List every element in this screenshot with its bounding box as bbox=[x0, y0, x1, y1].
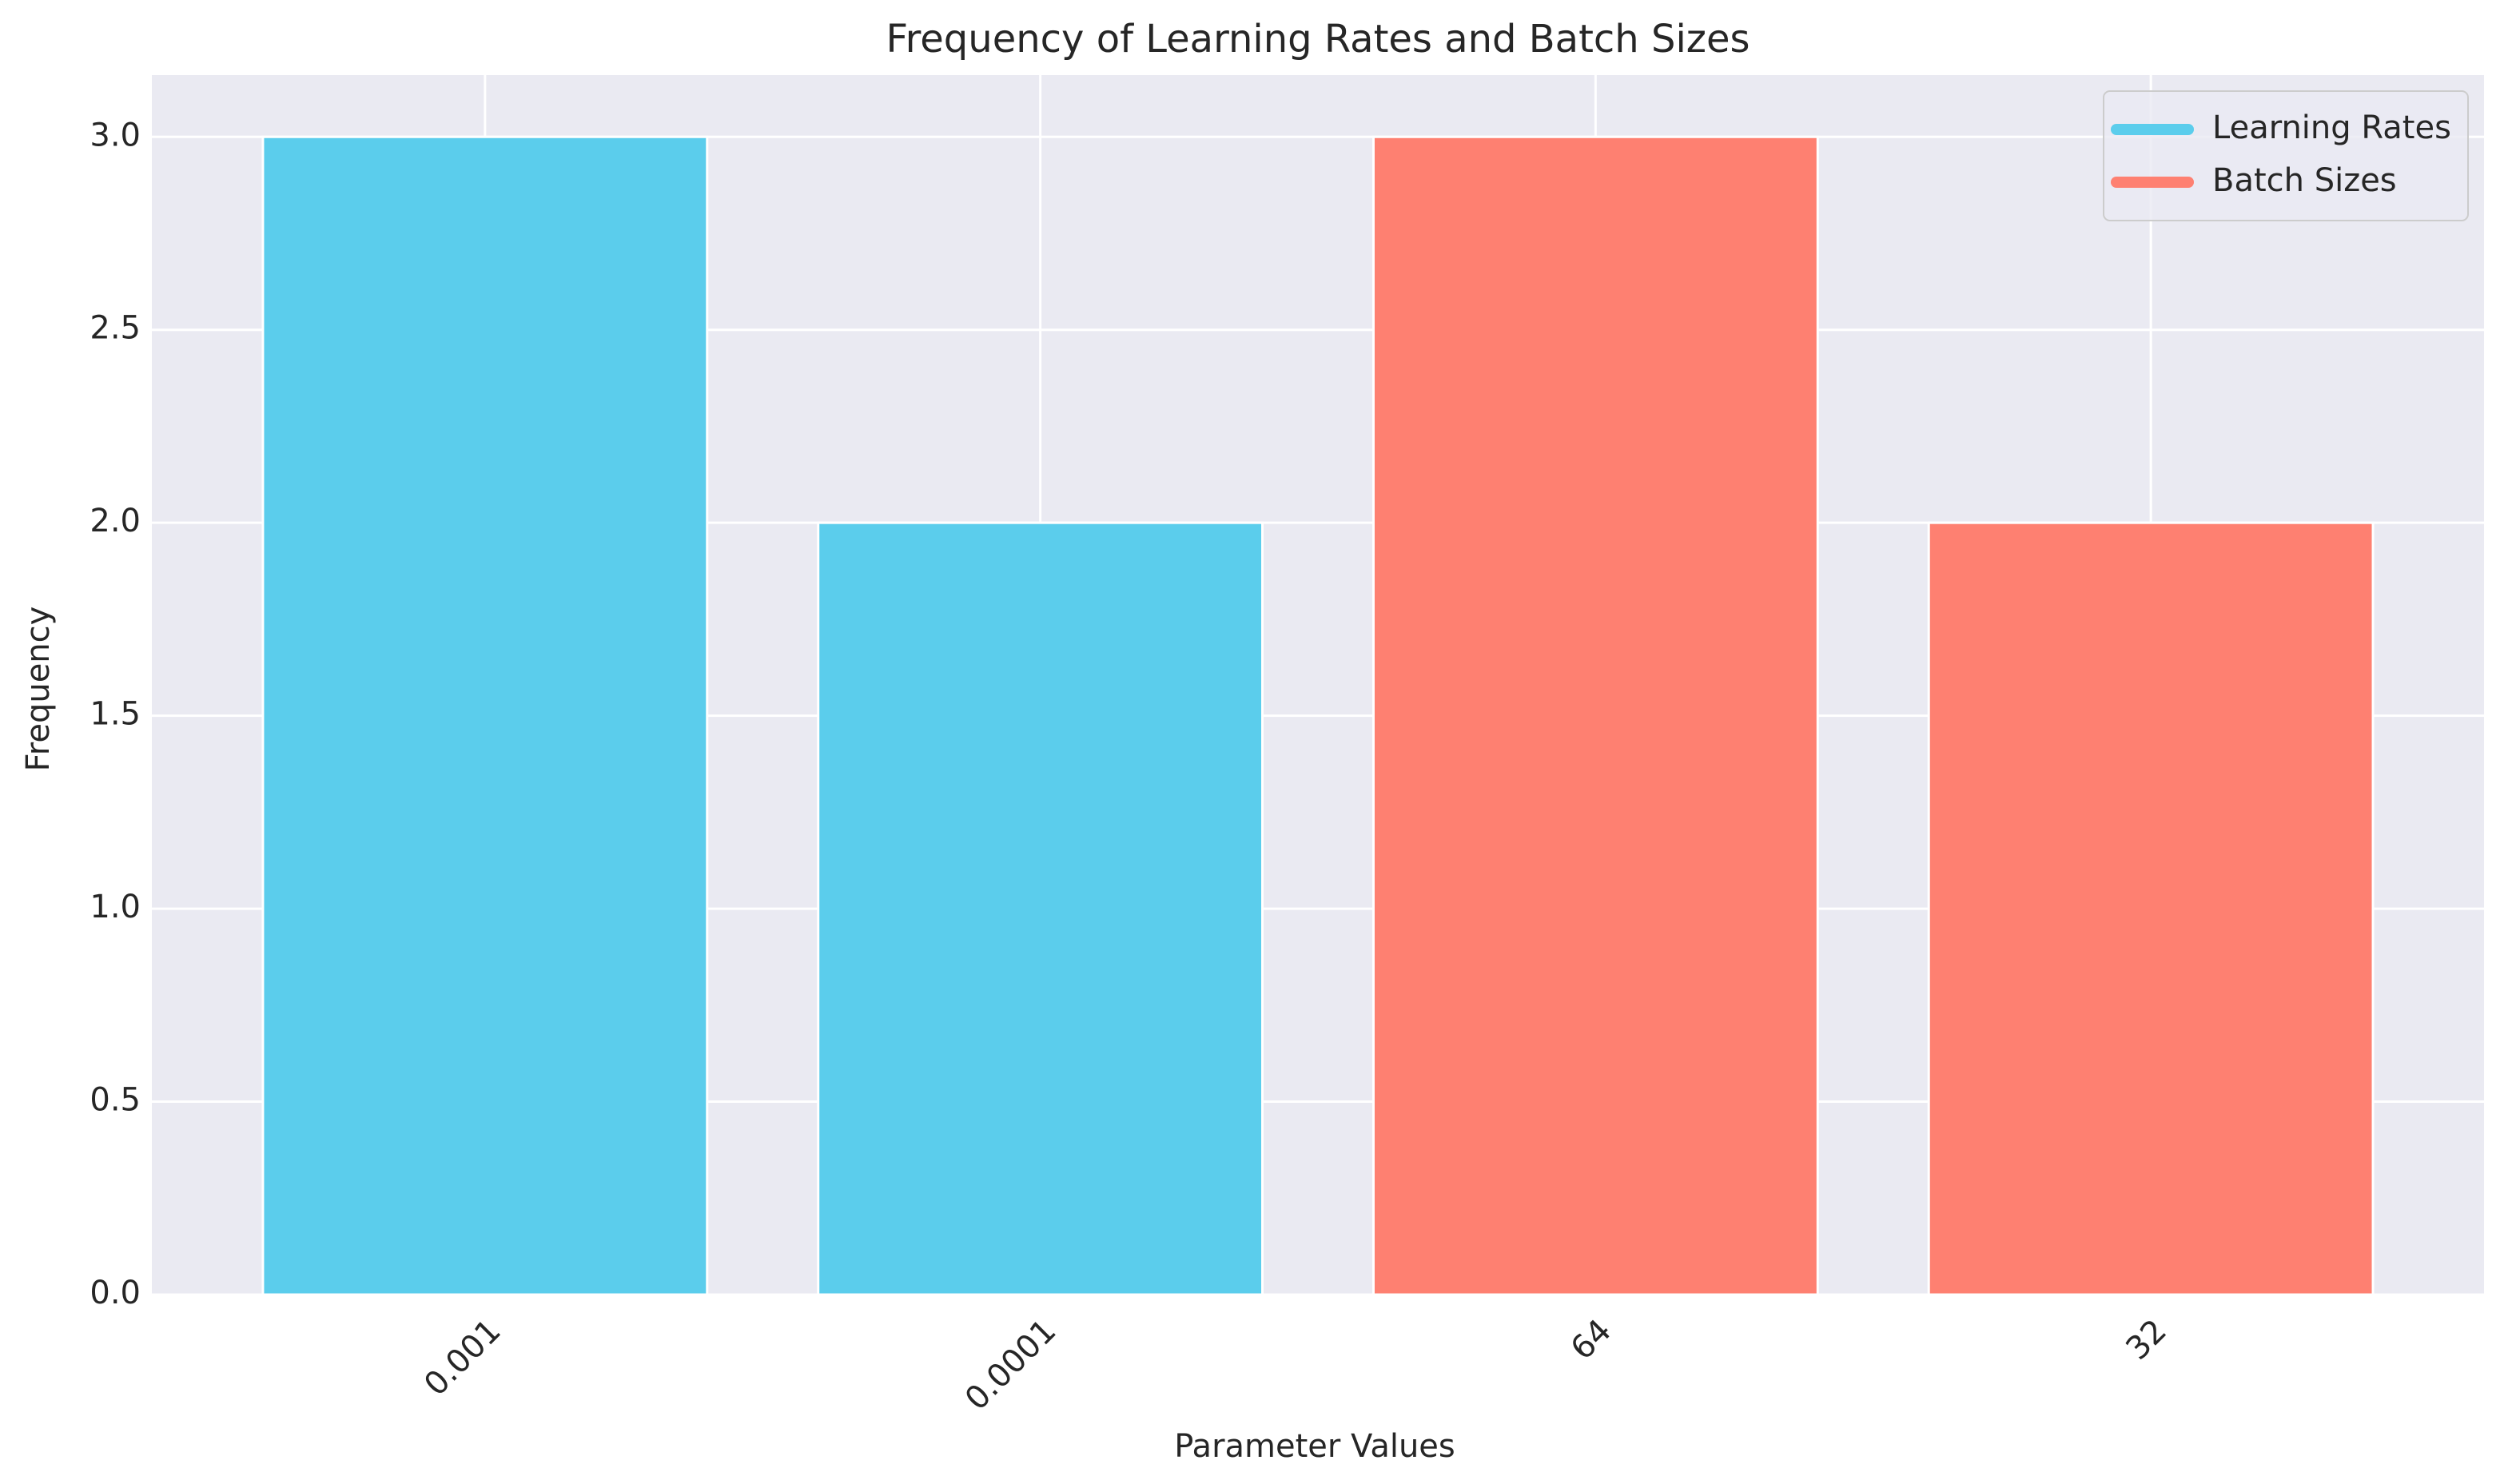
x-tick-label: 0.0001 bbox=[958, 1312, 1063, 1417]
y-tick-label: 2.0 bbox=[90, 503, 141, 539]
chart-title: Frequency of Learning Rates and Batch Si… bbox=[886, 17, 1750, 62]
x-tick-label: 0.001 bbox=[417, 1312, 508, 1403]
bar bbox=[261, 135, 709, 1296]
y-tick-label: 1.5 bbox=[90, 696, 141, 733]
legend-label: Batch Sizes bbox=[2212, 162, 2397, 199]
x-tick-label: 32 bbox=[2119, 1312, 2174, 1367]
bar bbox=[817, 521, 1264, 1296]
y-tick-label: 0.5 bbox=[90, 1082, 141, 1119]
y-tick-label: 2.5 bbox=[90, 310, 141, 347]
y-tick-label: 1.0 bbox=[90, 889, 141, 925]
y-axis-label: Frequency bbox=[20, 607, 57, 772]
y-tick-label: 0.0 bbox=[90, 1275, 141, 1311]
x-tick-label: 64 bbox=[1564, 1312, 1619, 1367]
bar bbox=[1927, 521, 2375, 1296]
legend-box bbox=[2103, 90, 2469, 221]
legend-label: Learning Rates bbox=[2212, 109, 2451, 146]
x-axis-label: Parameter Values bbox=[1174, 1428, 1455, 1465]
bar bbox=[1371, 135, 1819, 1296]
y-tick-label: 3.0 bbox=[90, 117, 141, 153]
